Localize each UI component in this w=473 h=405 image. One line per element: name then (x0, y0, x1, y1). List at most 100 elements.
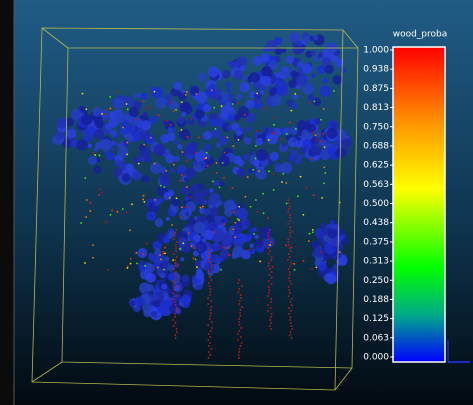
point (223, 247, 225, 249)
stem-point (208, 333, 210, 335)
stem-point (208, 258, 210, 260)
point-cluster (155, 97, 166, 108)
point-cluster (238, 160, 245, 167)
point-cluster (165, 101, 170, 106)
point-cluster (330, 220, 334, 224)
point-cluster (296, 74, 308, 86)
stem-point (174, 235, 176, 237)
point-cluster (243, 234, 251, 242)
point (322, 133, 324, 135)
point-cluster (191, 184, 200, 193)
point-cluster (320, 86, 331, 97)
point (268, 171, 270, 173)
point-cluster (300, 147, 307, 154)
point (85, 216, 87, 218)
point-cluster (66, 129, 76, 139)
point-cluster (178, 117, 185, 124)
point-cluster (336, 259, 342, 265)
point (143, 144, 145, 146)
point (85, 108, 87, 110)
point-cluster (150, 256, 157, 263)
point (235, 222, 237, 224)
point (258, 101, 260, 103)
point (309, 102, 311, 104)
point (320, 119, 322, 121)
stem-point (289, 292, 291, 294)
point (109, 96, 111, 98)
point (148, 106, 150, 108)
point-cluster (151, 87, 163, 99)
point (293, 263, 295, 265)
point-cluster (195, 271, 204, 280)
stem-point (176, 256, 178, 258)
stem-point (208, 270, 210, 272)
stem-point (239, 300, 241, 302)
point (86, 199, 88, 201)
point-cluster (327, 147, 335, 155)
tick-label: 0.063 (363, 333, 389, 343)
point-cluster (127, 135, 131, 139)
point-cluster (331, 122, 338, 129)
stem-point (238, 351, 240, 353)
point-cluster (198, 73, 207, 82)
point (195, 152, 197, 154)
point-cluster (256, 149, 268, 161)
point-cluster (165, 154, 174, 163)
stem-point (211, 321, 213, 323)
point (256, 93, 258, 95)
point-cluster (220, 111, 229, 120)
point-cluster (262, 227, 266, 231)
point (200, 207, 202, 209)
point (150, 137, 152, 139)
point (263, 212, 265, 214)
point-cluster (111, 141, 116, 146)
stem-point (289, 319, 291, 321)
stem-point (238, 357, 240, 359)
stem-point (289, 229, 291, 231)
point-cluster (92, 107, 102, 117)
point (126, 153, 128, 155)
stem-point (289, 265, 291, 267)
point-cluster (76, 139, 88, 151)
point-cluster (322, 50, 329, 57)
stem-point (238, 330, 240, 332)
point-cluster (326, 273, 337, 284)
side-strip (0, 0, 14, 405)
point-cluster (295, 158, 301, 164)
stem-point (176, 241, 178, 243)
point (192, 257, 194, 259)
point (309, 233, 311, 235)
stem-point (290, 301, 292, 303)
point (130, 258, 132, 260)
stem-point (290, 283, 292, 285)
point-cluster (163, 236, 170, 243)
stem-point (175, 247, 177, 249)
point (142, 199, 144, 201)
stem-point (209, 342, 211, 344)
stem-point (176, 295, 178, 297)
stem-point (210, 315, 212, 317)
stem-point (175, 250, 177, 252)
stem-point (208, 249, 210, 251)
point-cluster (203, 208, 210, 215)
stem-point (268, 286, 270, 288)
point (143, 100, 145, 102)
stem-point (268, 253, 270, 255)
point-cluster (161, 284, 167, 290)
point-cluster (255, 239, 264, 248)
point-cluster (173, 82, 182, 91)
stem-point (267, 247, 269, 249)
scale-title: wood_proba (393, 30, 448, 40)
point-cluster (151, 311, 157, 317)
point (295, 128, 297, 130)
tick-label: 0.250 (363, 276, 389, 286)
point (294, 93, 296, 95)
point (286, 133, 288, 135)
stem-point (271, 283, 273, 285)
point (84, 262, 86, 264)
point (188, 232, 190, 234)
point-cluster (233, 223, 244, 234)
stem-point (287, 223, 289, 225)
point (324, 172, 326, 174)
point-cluster (105, 151, 109, 155)
